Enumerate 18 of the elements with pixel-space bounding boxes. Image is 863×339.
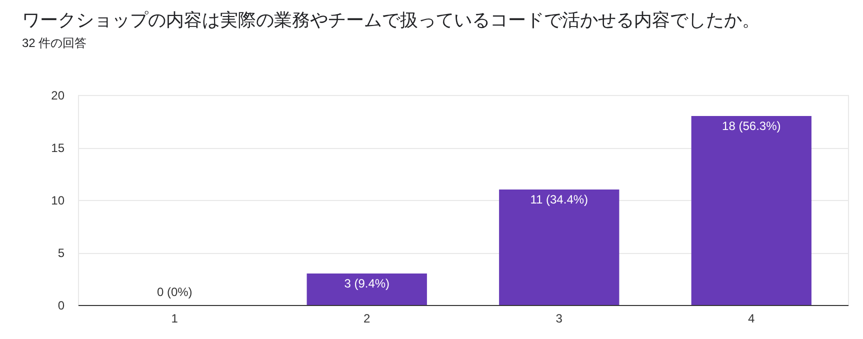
- x-tick-label: 3: [556, 312, 563, 326]
- x-tick-label: 1: [171, 312, 178, 326]
- data-label: 3 (9.4%): [344, 276, 390, 290]
- y-tick-label: 0: [58, 298, 65, 312]
- bar: [499, 190, 620, 305]
- x-tick-label: 2: [364, 312, 371, 326]
- data-label: 11 (34.4%): [530, 192, 588, 206]
- data-label: 18 (56.3%): [722, 119, 781, 133]
- data-label: 0 (0%): [156, 285, 192, 299]
- chart-title: ワークショップの内容は実際の業務やチームで扱っているコードで活かせる内容でしたか。: [22, 10, 760, 30]
- y-tick-label: 20: [51, 88, 65, 102]
- y-tick-label: 15: [51, 141, 65, 155]
- x-tick-label: 4: [748, 312, 756, 326]
- y-tick-label: 10: [51, 194, 65, 208]
- y-tick-label: 5: [58, 246, 65, 260]
- bar: [306, 274, 427, 305]
- bar: [691, 116, 812, 305]
- chart-subtitle: 32 件の回答: [22, 36, 87, 50]
